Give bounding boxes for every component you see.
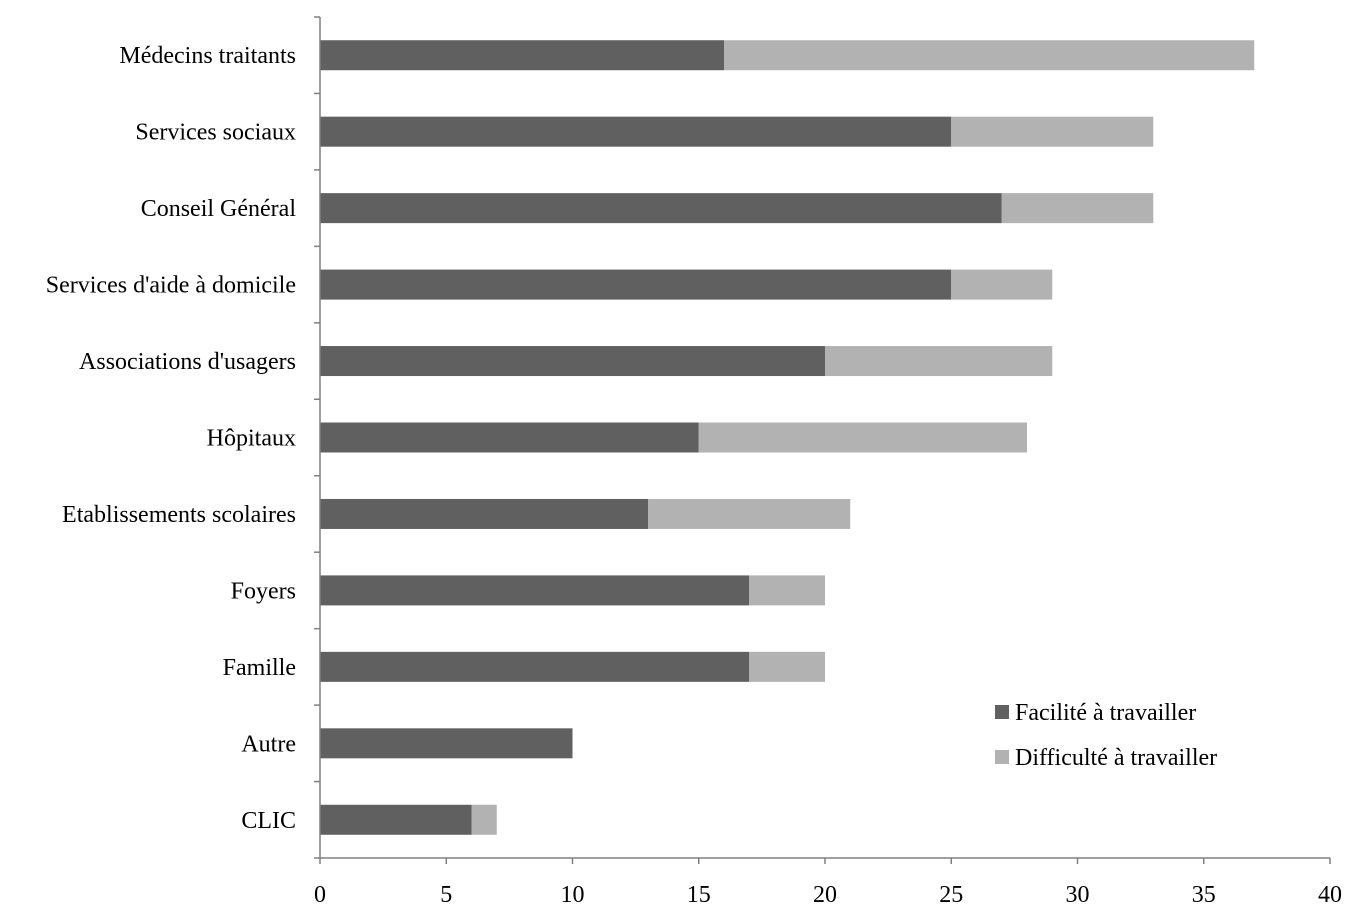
bar-associations-d-usagers-difficulte-a-travailler <box>825 346 1053 377</box>
x-tick-label: 0 <box>314 882 326 908</box>
legend-label-difficulte-a-travailler: Difficulté à travailler <box>1015 745 1217 771</box>
x-tick-label: 10 <box>561 882 585 908</box>
bars-layer <box>320 40 1255 835</box>
bar-clic-facilite-a-travailler <box>320 804 472 835</box>
bar-associations-d-usagers-facilite-a-travailler <box>320 346 825 377</box>
legend-swatch-difficulte-a-travailler <box>995 750 1009 764</box>
axes-layer <box>314 16 1331 864</box>
bar-autre-facilite-a-travailler <box>320 728 573 759</box>
bar-services-d-aide-a-domicile-facilite-a-travailler <box>320 269 952 300</box>
bar-etablissements-scolaires-difficulte-a-travailler <box>648 498 851 529</box>
category-label: Foyers <box>231 578 296 604</box>
category-label: Services sociaux <box>135 120 296 146</box>
x-tick-label: 30 <box>1066 882 1090 908</box>
bar-hopitaux-facilite-a-travailler <box>320 422 699 453</box>
x-tick-label: 15 <box>687 882 711 908</box>
bar-famille-difficulte-a-travailler <box>749 651 825 682</box>
category-label: Médecins traitants <box>119 43 296 69</box>
x-tick-label: 20 <box>813 882 837 908</box>
bar-conseil-general-facilite-a-travailler <box>320 193 1002 224</box>
bar-medecins-traitants-facilite-a-travailler <box>320 40 724 71</box>
x-tick-label: 40 <box>1318 882 1342 908</box>
legend-label-facilite-a-travailler: Facilité à travailler <box>1015 700 1196 726</box>
category-label: Etablissements scolaires <box>62 502 296 528</box>
bar-foyers-facilite-a-travailler <box>320 575 750 606</box>
category-label: Services d'aide à domicile <box>46 273 296 299</box>
category-label: Autre <box>241 731 296 757</box>
category-label: Associations d'usagers <box>79 349 296 375</box>
bar-services-sociaux-difficulte-a-travailler <box>951 116 1154 147</box>
legend-swatch-facilite-a-travailler <box>995 705 1009 719</box>
bar-medecins-traitants-difficulte-a-travailler <box>724 40 1255 71</box>
x-tick-label: 5 <box>440 882 452 908</box>
category-label: CLIC <box>241 808 296 834</box>
category-label: Famille <box>223 655 296 681</box>
labels-layer: Médecins traitants Services sociaux Consei… <box>46 43 1342 908</box>
bar-services-sociaux-facilite-a-travailler <box>320 116 952 147</box>
bar-clic-difficulte-a-travailler <box>471 804 497 835</box>
category-label: Conseil Général <box>141 196 297 222</box>
x-tick-label: 25 <box>939 882 963 908</box>
legend: Facilité à travailler Difficulté à travai… <box>995 700 1217 771</box>
bar-etablissements-scolaires-facilite-a-travailler <box>320 498 649 529</box>
bar-famille-facilite-a-travailler <box>320 651 750 682</box>
x-tick-label: 35 <box>1192 882 1216 908</box>
bar-services-d-aide-a-domicile-difficulte-a-travailler <box>951 269 1053 300</box>
category-label: Hôpitaux <box>207 426 296 452</box>
bar-hopitaux-difficulte-a-travailler <box>698 422 1027 453</box>
bar-foyers-difficulte-a-travailler <box>749 575 825 606</box>
bar-conseil-general-difficulte-a-travailler <box>1001 193 1154 224</box>
